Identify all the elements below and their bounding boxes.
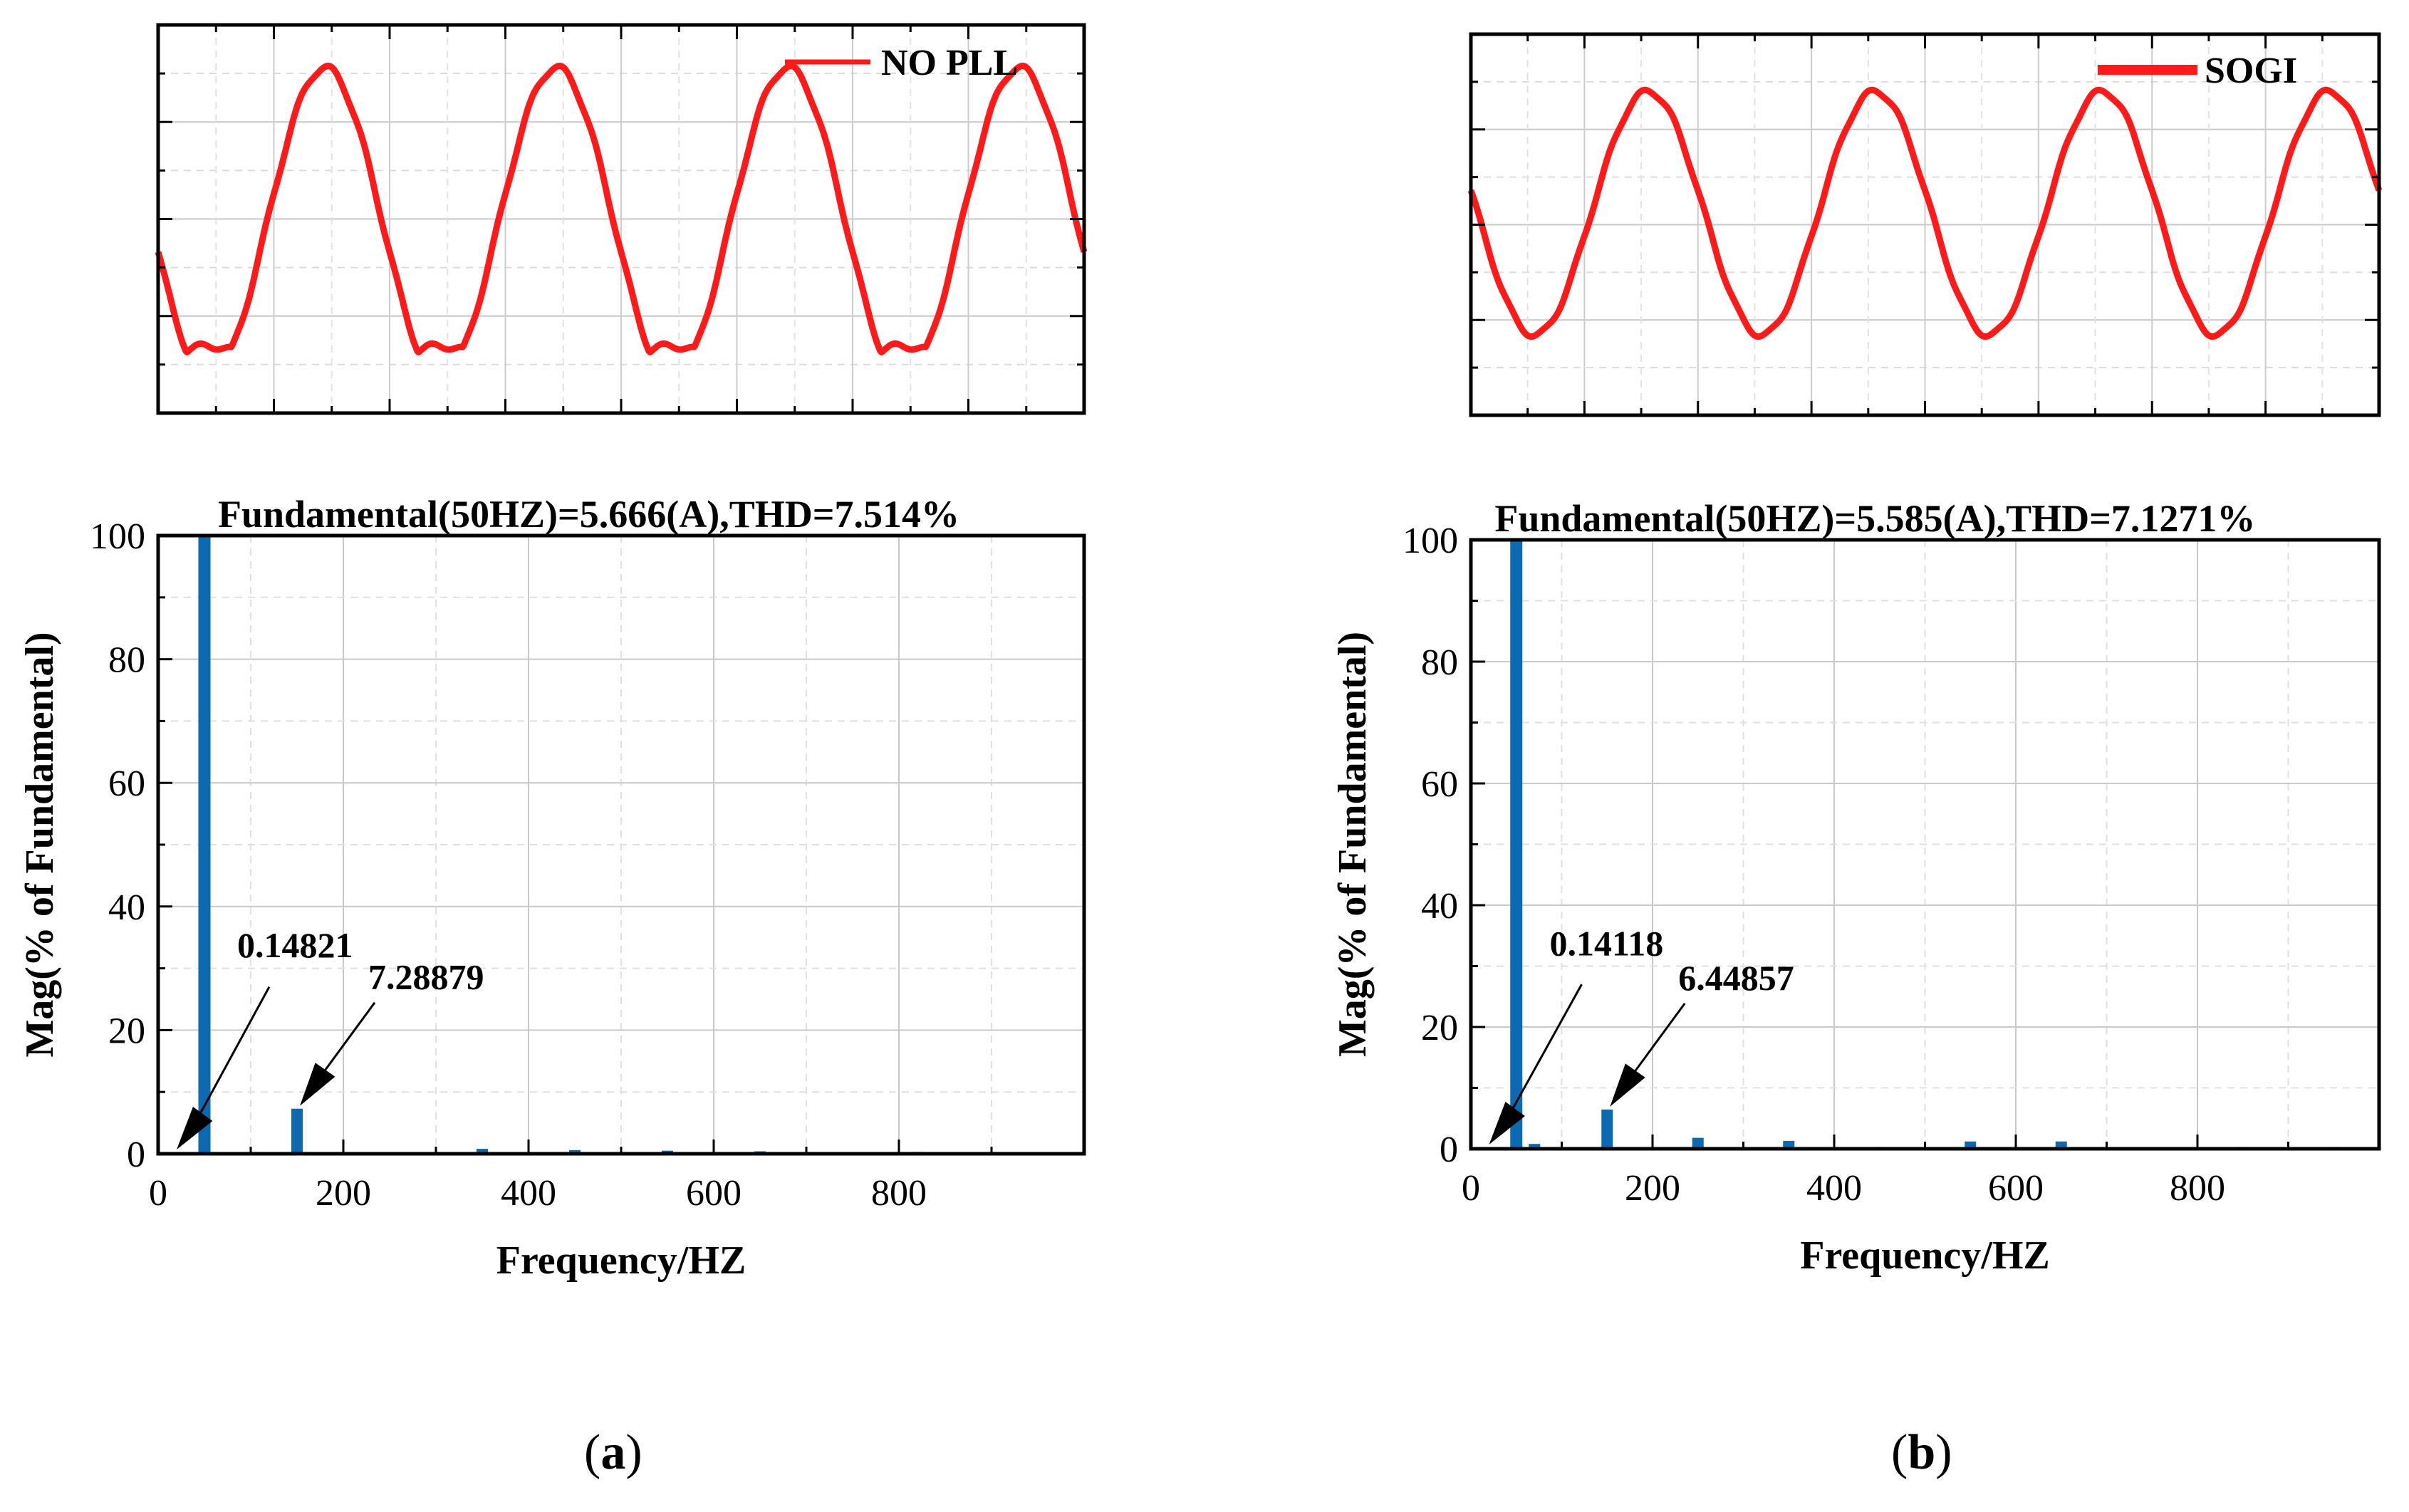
spectrum-bar <box>291 1108 303 1154</box>
spectrum-title-a: Fundamental(50HZ)=5.666(A),THD=7.514% <box>218 493 959 536</box>
spectrum-x-tick-label: 0 <box>1462 1168 1480 1209</box>
panel-label-b-letter: b <box>1908 1425 1936 1480</box>
spectrum-y-tick-label: 20 <box>108 1011 145 1051</box>
spectrum-ylabel-b: Mag(% of Fundamental) <box>1331 632 1375 1057</box>
spectrum-panel-a: 0 200 400 600 800 0 20 40 60 80 100 Fundamental(50H… <box>18 493 1086 1283</box>
annotation-label: 7.28879 <box>368 957 484 997</box>
spectrum-xlabel-b: Frequency/HZ <box>1800 1234 2050 1278</box>
spectrum-y-tick-label: 0 <box>1440 1130 1458 1170</box>
annotation-label: 0.14118 <box>1550 923 1664 963</box>
spectrum-xlabel-a: Frequency/HZ <box>496 1239 746 1283</box>
spectrum-bar <box>477 1149 488 1154</box>
spectrum-bar <box>1783 1140 1795 1149</box>
waveform-panel-b: SOGI <box>1467 32 2383 417</box>
annotation-arrow-head <box>177 1106 213 1149</box>
annotation-arrow-line <box>191 986 271 1129</box>
spectrum-panel-b: 0 200 400 600 800 0 20 40 60 80 100 Fundamental(50H… <box>1331 497 2381 1278</box>
annotation-arrow-head <box>1610 1063 1645 1107</box>
spectrum-frame-a <box>156 533 1086 1156</box>
spectrum-bar <box>1529 1144 1541 1149</box>
spectrum-bar <box>198 536 211 1154</box>
spectrum-y-tick-label: 40 <box>1421 886 1458 927</box>
spectrum-ylabel-a: Mag(% of Fundamental) <box>18 632 62 1057</box>
spectrum-x-tick-label: 200 <box>1625 1168 1680 1209</box>
wave-frame-b <box>1469 32 2381 417</box>
annotation-arrow-line <box>318 1001 376 1078</box>
annotation-label: 0.14821 <box>237 925 353 965</box>
spectrum-x-tick-label: 800 <box>871 1173 927 1214</box>
spectrum-bar <box>1965 1141 1977 1149</box>
spectrum-y-tick-label: 80 <box>108 640 145 681</box>
spectrum-frame-b <box>1469 538 2381 1151</box>
legend-label-a: NO PLL <box>881 43 1018 83</box>
spectrum-x-tick-label: 0 <box>149 1173 167 1214</box>
annotation-arrow-head <box>1489 1101 1525 1145</box>
spectrum-x-tick-label: 200 <box>316 1173 371 1214</box>
waveform-panel-a: NO PLL <box>155 23 1088 415</box>
annotation-arrow-line <box>1504 984 1583 1124</box>
spectrum-y-tick-label: 100 <box>1403 521 1458 561</box>
spectrum-bar <box>1601 1109 1613 1149</box>
spectrum-y-tick-label: 80 <box>1421 642 1458 683</box>
panel-label-b: (b) <box>1891 1425 1952 1480</box>
spectrum-x-tick-label: 400 <box>1806 1168 1862 1209</box>
panel-label-a: (a) <box>584 1425 642 1480</box>
annotation-arrow-head <box>300 1063 335 1106</box>
spectrum-y-tick-label: 100 <box>90 516 145 557</box>
wave-frame-a <box>156 23 1086 415</box>
spectrum-y-tick-label: 40 <box>108 887 145 928</box>
spectrum-x-tick-label: 800 <box>2170 1168 2225 1209</box>
spectrum-x-tick-label: 400 <box>501 1173 556 1214</box>
spectrum-bar <box>1692 1137 1704 1149</box>
annotation-label: 6.44857 <box>1678 958 1794 998</box>
spectrum-bar <box>569 1149 581 1154</box>
legend-label-b: SOGI <box>2205 51 2297 91</box>
panel-label-a-letter: a <box>600 1425 626 1480</box>
spectrum-y-tick-label: 60 <box>108 763 145 804</box>
waveform-line-b <box>1467 86 2383 340</box>
spectrum-y-tick-label: 0 <box>127 1135 145 1175</box>
spectrum-y-tick-label: 20 <box>1421 1008 1458 1048</box>
spectrum-y-tick-label: 60 <box>1421 764 1458 805</box>
annotation-arrow-line <box>1629 1002 1686 1079</box>
spectrum-title-b: Fundamental(50HZ)=5.585(A),THD=7.1271% <box>1494 497 2255 540</box>
spectrum-bar <box>2055 1141 2067 1149</box>
spectrum-x-tick-label: 600 <box>686 1173 742 1214</box>
spectrum-bar <box>1510 540 1523 1149</box>
spectrum-x-tick-label: 600 <box>1988 1168 2044 1209</box>
waveform-line-a <box>155 63 1088 356</box>
